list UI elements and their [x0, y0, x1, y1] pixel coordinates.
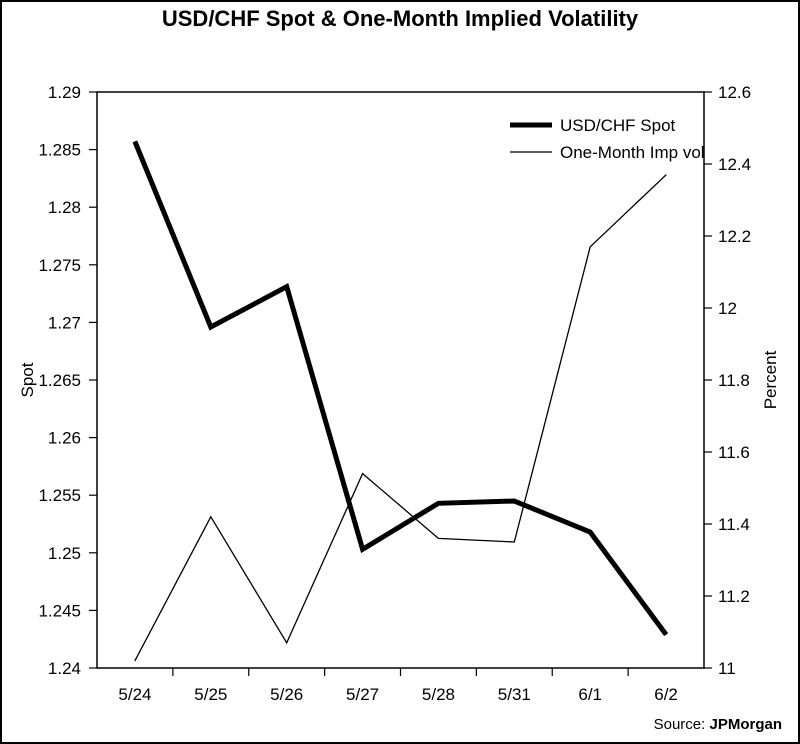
- y2-tick-label: 11.8: [718, 371, 750, 390]
- series-line-1: [132, 140, 669, 637]
- legend-label: USD/CHF Spot: [560, 116, 676, 135]
- chart-title: USD/CHF Spot & One-Month Implied Volatil…: [161, 6, 639, 31]
- data-point: [589, 531, 591, 533]
- y2-tick-label: 12.4: [718, 155, 751, 174]
- x-tick-label: 6/2: [654, 685, 678, 704]
- data-point: [134, 141, 136, 143]
- x-tick-label: 5/25: [194, 685, 227, 704]
- y-tick-label: 1.285: [38, 141, 81, 160]
- source-name: JPMorgan: [709, 716, 782, 733]
- data-point: [286, 642, 288, 644]
- x-tick-label: 5/27: [346, 685, 379, 704]
- data-point: [286, 286, 288, 288]
- x-tick-label: 6/1: [578, 685, 602, 704]
- x-tick-label: 5/31: [498, 685, 531, 704]
- y-tick-label: 1.24: [48, 659, 81, 678]
- data-point: [665, 174, 667, 176]
- y2-tick-label: 11.2: [718, 587, 750, 606]
- data-point: [362, 473, 364, 475]
- y-tick-label: 1.29: [48, 83, 81, 102]
- y2-tick-label: 12.2: [718, 227, 751, 246]
- data-point: [210, 516, 212, 518]
- y-tick-label: 1.265: [38, 371, 81, 390]
- data-point: [134, 660, 136, 662]
- data-point: [513, 500, 515, 502]
- y-tick-label: 1.245: [38, 601, 81, 620]
- data-point: [665, 634, 667, 636]
- data-point: [513, 541, 515, 543]
- y-tick-label: 1.25: [48, 544, 81, 563]
- y2-tick-label: 11.4: [718, 515, 750, 534]
- y-axis-label: Spot: [18, 362, 37, 397]
- y-tick-label: 1.275: [38, 256, 81, 275]
- series-line-2: [134, 174, 667, 662]
- data-point: [210, 326, 212, 328]
- source-label: Source:: [653, 716, 706, 733]
- x-tick-label: 5/24: [118, 685, 151, 704]
- plot-area: [96, 91, 705, 669]
- y2-tick-label: 12.6: [718, 83, 751, 102]
- data-point: [589, 246, 591, 248]
- data-point: [437, 537, 439, 539]
- y2-axis-label: Percent: [761, 350, 780, 409]
- y-tick-label: 1.27: [48, 313, 81, 332]
- data-point: [362, 548, 364, 550]
- y2-tick-label: 11: [718, 659, 736, 678]
- y2-tick-label: 12: [718, 299, 737, 318]
- y-tick-label: 1.255: [38, 486, 81, 505]
- legend-label: One-Month Imp vol: [560, 143, 705, 162]
- x-tick-label: 5/28: [422, 685, 455, 704]
- x-tick-label: 5/26: [270, 685, 303, 704]
- y-tick-label: 1.28: [48, 198, 81, 217]
- y2-tick-label: 11.6: [718, 443, 750, 462]
- source-note: Source: JPMorgan: [654, 716, 782, 733]
- y-tick-label: 1.26: [48, 429, 81, 448]
- data-point: [437, 502, 439, 504]
